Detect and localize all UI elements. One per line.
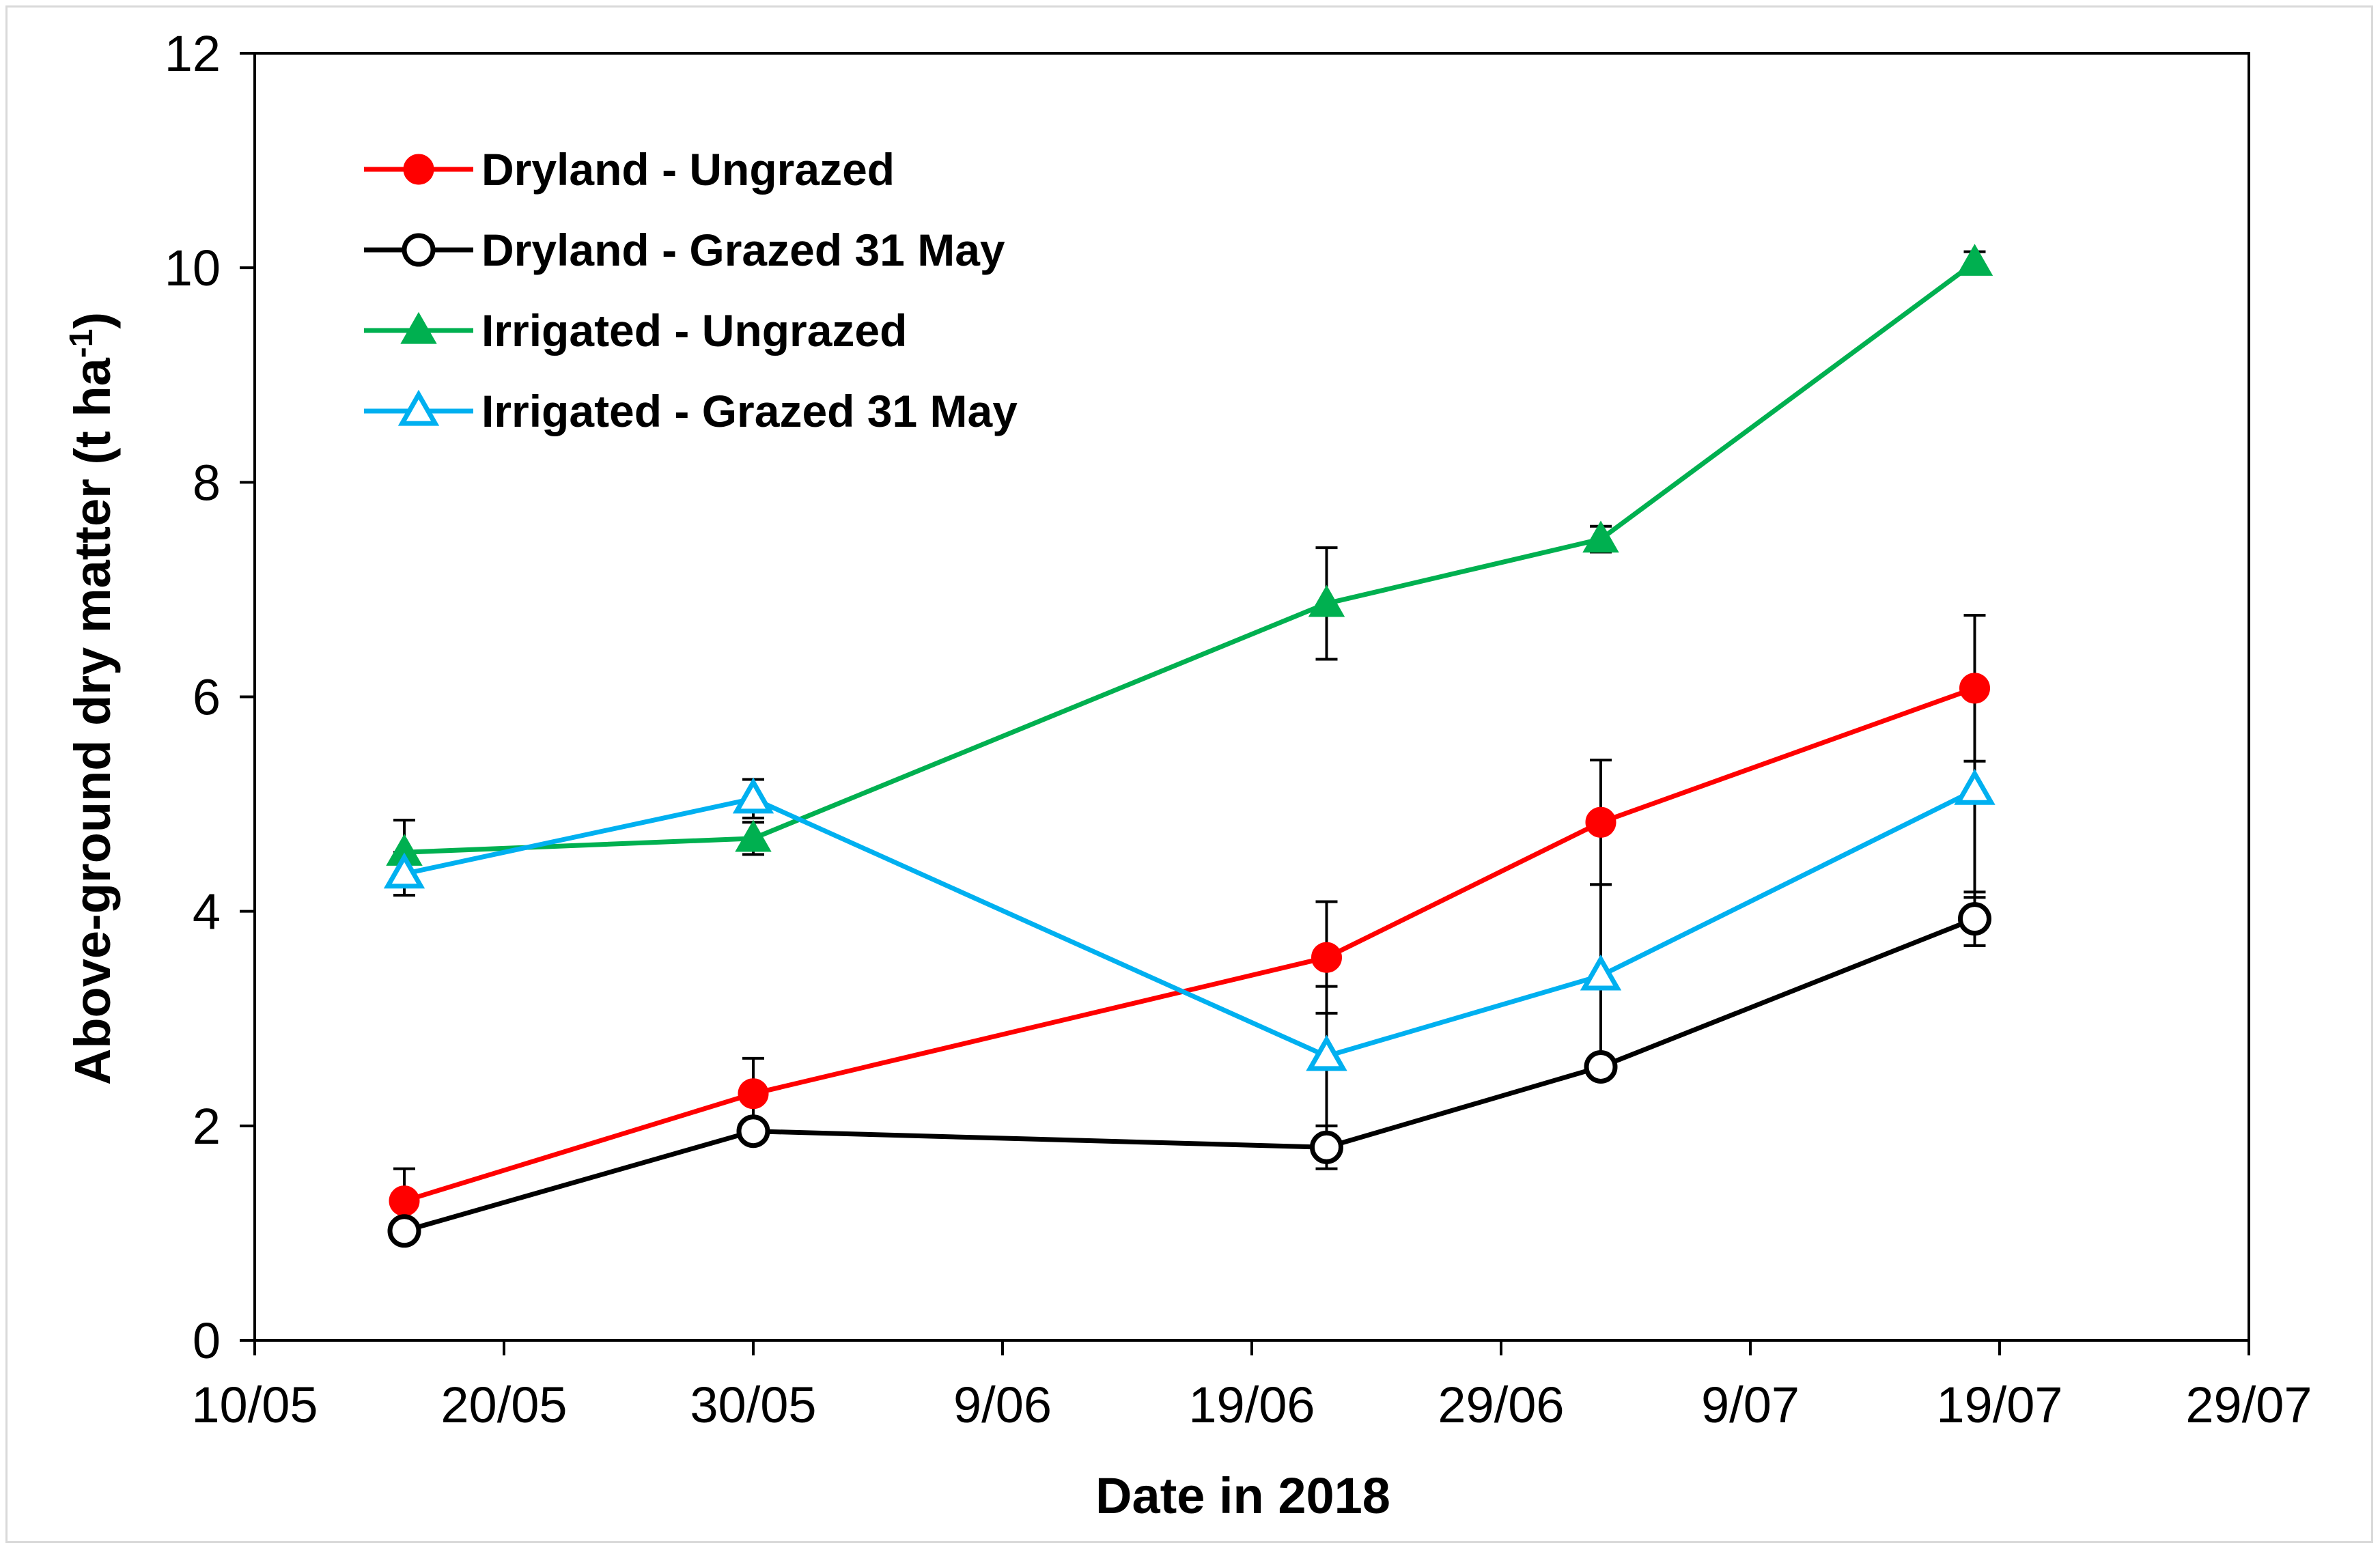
chart-frame: 0 2 4 6 8 10 12 10/05 20/05 30/05 9/06 19/06 29/06 9/… [5,5,2373,1543]
data-point-dryland-ungrazed [738,1078,769,1110]
data-point-dryland-ungrazed [1585,806,1616,838]
x-axis-title: Date in 2018 [1095,1467,1390,1524]
x-tick-label: 19/06 [1188,1377,1315,1433]
series-line-dryland-grazed-31-may [404,916,1976,1234]
x-tick-label: 30/05 [690,1377,816,1433]
series-line-dryland-ungrazed [403,686,1976,1204]
data-point-irrigated-ungrazed [1308,584,1345,617]
y-tick-label: 8 [193,454,221,511]
data-point-dryland-grazed-31-may [387,1214,421,1248]
legend-label-dryland-ungrazed: Dryland - Ungrazed [481,144,895,195]
data-point-irrigated-grazed-31-may [1580,954,1622,991]
data-point-irrigated-ungrazed [1582,520,1619,553]
data-point-irrigated-ungrazed [1956,244,1993,276]
data-point-dryland-grazed-31-may [1958,902,1991,936]
y-tick-label: 6 [193,669,221,726]
data-point-dryland-ungrazed [1311,942,1342,973]
legend-label-irrigated-ungrazed: Irrigated - Ungrazed [481,305,907,356]
data-point-irrigated-ungrazed [735,819,772,852]
series-line-irrigated-grazed-31-may [404,788,1976,1059]
legend-label-irrigated-grazed-31-may: Irrigated - Grazed 31 May [481,386,1018,436]
y-tick-label: 10 [165,240,221,296]
legend-label-dryland-grazed-31-may: Dryland - Grazed 31 May [481,225,1005,275]
data-point-dryland-ungrazed [389,1185,420,1217]
x-tick-label: 9/06 [953,1377,1052,1433]
x-tick-label: 29/07 [2185,1377,2312,1433]
chart-svg: 0 2 4 6 8 10 12 10/05 20/05 30/05 9/06 19/06 29/06 9/… [64,25,2312,1524]
legend-marker-dryland-ungrazed [403,154,434,185]
data-point-dryland-grazed-31-may [1584,1049,1618,1084]
x-tick-label: 19/07 [1936,1377,2062,1433]
legend-marker-irrigated-ungrazed [400,311,437,344]
data-point-irrigated-grazed-31-may [1954,768,1996,805]
y-tick-label: 12 [165,25,221,82]
data-point-dryland-grazed-31-may [1310,1130,1343,1164]
data-point-irrigated-grazed-31-may [1306,1034,1347,1071]
x-tick-label: 9/07 [1701,1377,1800,1433]
x-tick-label: 20/05 [440,1377,567,1433]
legend-marker-irrigated-grazed-31-may [397,389,440,426]
legend-marker-dryland-grazed-31-may [402,233,436,267]
data-point-irrigated-grazed-31-may [732,777,774,814]
data-point-irrigated-grazed-31-may [383,852,425,889]
y-axis-title-superscript: -1 [64,329,100,358]
x-tick-label: 29/06 [1438,1377,1564,1433]
x-tick-label: 10/05 [191,1377,318,1433]
y-axis-title-close: ) [64,312,121,329]
y-axis-title-main: Above-ground dry matter (t ha [64,357,121,1085]
y-tick-label: 2 [193,1098,221,1155]
y-tick-label: 0 [193,1312,221,1369]
data-point-dryland-grazed-31-may [736,1114,770,1149]
y-axis-title: Above-ground dry matter (t ha-1) [64,312,121,1085]
data-point-dryland-ungrazed [1959,673,1990,704]
y-tick-label: 4 [193,884,221,940]
